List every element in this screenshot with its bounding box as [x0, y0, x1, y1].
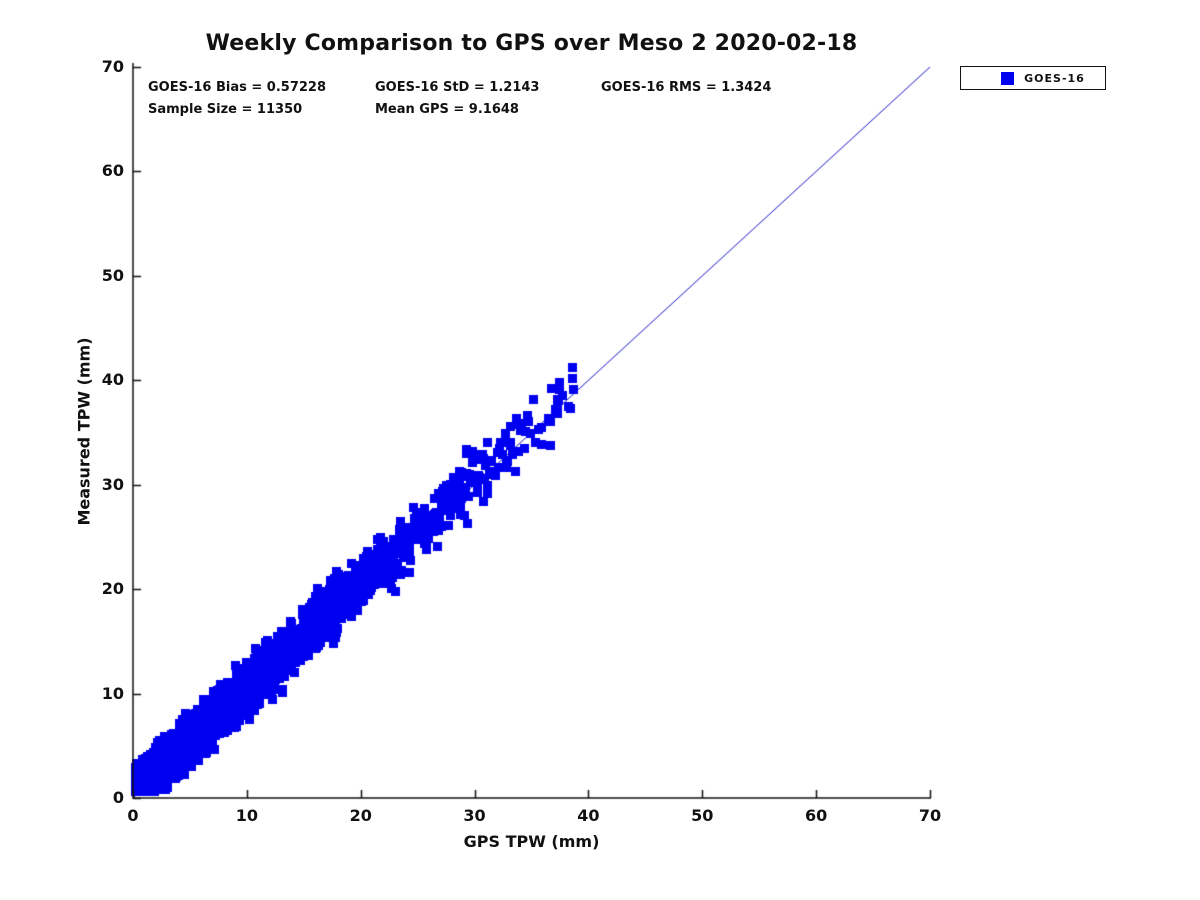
stat-rms: GOES-16 RMS = 1.3424 — [601, 80, 772, 95]
x-tick-label: 60 — [805, 806, 828, 825]
y-tick-label: 50 — [101, 265, 124, 285]
x-tick-label: 20 — [349, 806, 372, 825]
x-tick-label: 70 — [918, 806, 942, 825]
y-tick-label: 40 — [101, 370, 124, 390]
x-tick-label: 30 — [463, 806, 486, 825]
y-tick-label: 60 — [101, 161, 124, 181]
stat-sample-size: Sample Size = 11350 — [148, 102, 303, 117]
legend: GOES-16 — [960, 66, 1106, 90]
legend-label: GOES-16 — [1024, 71, 1085, 85]
stat-mean-gps: Mean GPS = 9.1648 — [375, 102, 519, 117]
chart-title: Weekly Comparison to GPS over Meso 2 202… — [205, 31, 858, 56]
x-tick-label: 40 — [577, 806, 600, 825]
y-tick-label: 20 — [101, 579, 124, 599]
y-tick-label: 30 — [101, 474, 124, 494]
stat-std: GOES-16 StD = 1.2143 — [375, 80, 540, 95]
y-tick-label: 70 — [101, 57, 124, 76]
y-axis-label: Measured TPW (mm) — [74, 337, 94, 526]
x-tick-label: 0 — [127, 806, 139, 825]
y-tick-label: 0 — [112, 788, 124, 807]
y-tick-label: 10 — [101, 683, 124, 703]
x-tick-label: 50 — [691, 806, 714, 825]
stat-bias: GOES-16 Bias = 0.57228 — [148, 80, 327, 95]
x-axis-label: GPS TPW (mm) — [463, 832, 600, 851]
legend-marker-square-icon — [1001, 71, 1014, 85]
x-tick-label: 10 — [235, 806, 258, 825]
